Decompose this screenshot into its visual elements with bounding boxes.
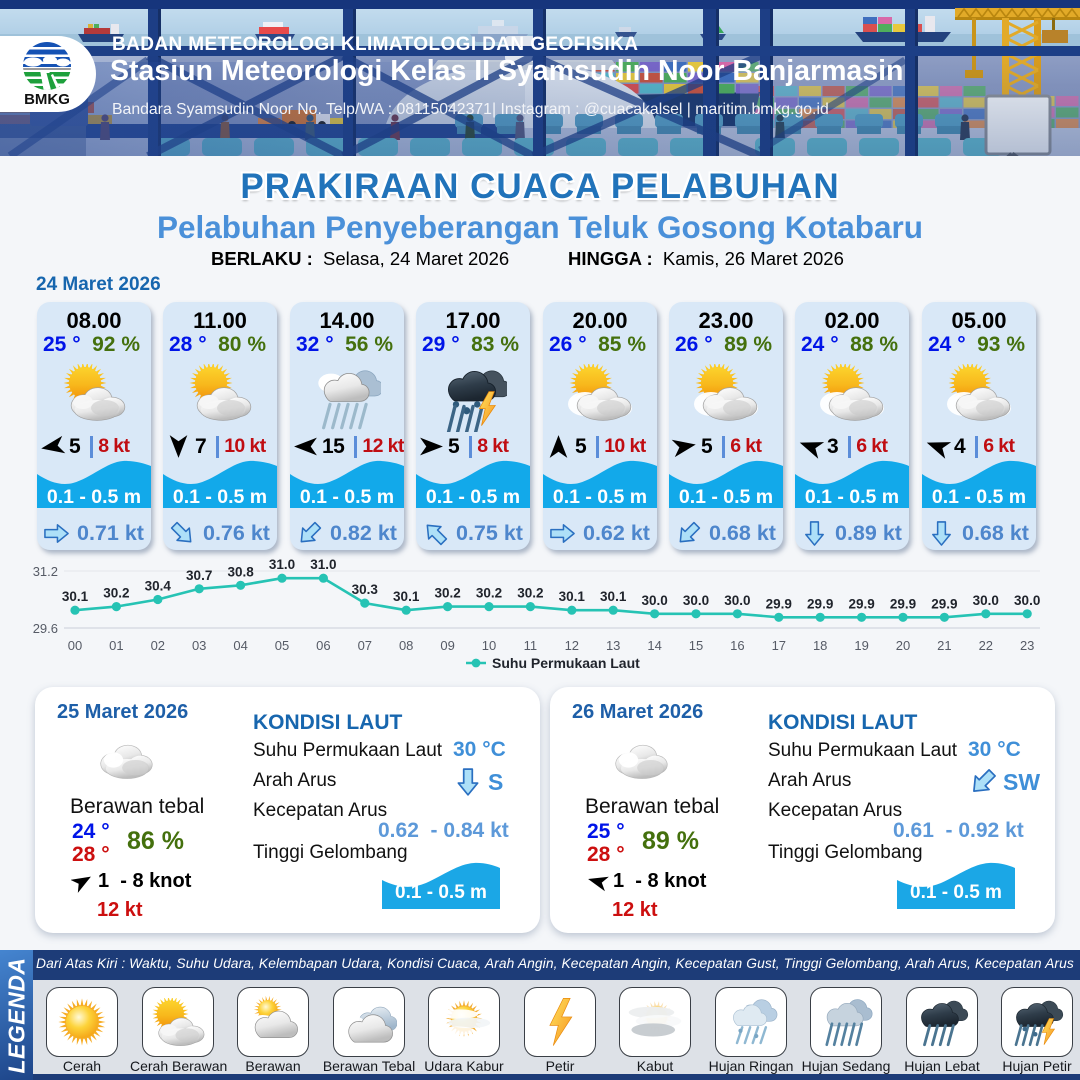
svg-text:00: 00	[68, 638, 82, 653]
svg-text:30.1: 30.1	[600, 589, 627, 604]
svg-text:30.0: 30.0	[973, 593, 999, 608]
svg-text:31.2: 31.2	[33, 564, 58, 579]
svg-text:14: 14	[647, 638, 661, 653]
svg-text:02: 02	[151, 638, 165, 653]
svg-text:29.6: 29.6	[33, 621, 58, 636]
svg-text:30.2: 30.2	[434, 586, 460, 601]
svg-text:30.1: 30.1	[393, 589, 420, 604]
svg-text:30.2: 30.2	[517, 586, 543, 601]
svg-text:22: 22	[979, 638, 993, 653]
svg-text:01: 01	[109, 638, 123, 653]
svg-text:30.2: 30.2	[103, 586, 129, 601]
svg-text:11: 11	[524, 638, 538, 653]
svg-text:04: 04	[233, 638, 247, 653]
svg-text:06: 06	[316, 638, 330, 653]
svg-text:21: 21	[937, 638, 951, 653]
svg-text:30.1: 30.1	[62, 589, 89, 604]
svg-text:09: 09	[440, 638, 454, 653]
svg-text:30.3: 30.3	[352, 582, 379, 597]
svg-text:23: 23	[1020, 638, 1034, 653]
svg-text:30.0: 30.0	[724, 593, 750, 608]
svg-text:29.9: 29.9	[807, 596, 833, 611]
svg-text:18: 18	[813, 638, 827, 653]
svg-text:20: 20	[896, 638, 910, 653]
svg-text:29.9: 29.9	[766, 596, 792, 611]
svg-text:05: 05	[275, 638, 289, 653]
svg-text:30.7: 30.7	[186, 568, 212, 583]
svg-text:30.8: 30.8	[227, 564, 254, 579]
svg-text:30.0: 30.0	[683, 593, 709, 608]
svg-text:12: 12	[565, 638, 579, 653]
svg-text:13: 13	[606, 638, 620, 653]
svg-text:30.4: 30.4	[145, 579, 172, 594]
svg-text:08: 08	[399, 638, 413, 653]
svg-text:30.0: 30.0	[1014, 593, 1040, 608]
svg-text:19: 19	[854, 638, 868, 653]
svg-text:30.0: 30.0	[641, 593, 667, 608]
svg-text:31.0: 31.0	[269, 557, 295, 572]
svg-text:29.9: 29.9	[848, 596, 874, 611]
svg-text:29.9: 29.9	[890, 596, 916, 611]
svg-text:07: 07	[358, 638, 372, 653]
svg-text:16: 16	[730, 638, 744, 653]
svg-text:30.1: 30.1	[559, 589, 586, 604]
svg-text:BMKG: BMKG	[24, 91, 70, 108]
svg-text:03: 03	[192, 638, 206, 653]
svg-text:30.2: 30.2	[476, 586, 502, 601]
svg-text:10: 10	[482, 638, 496, 653]
svg-text:15: 15	[689, 638, 703, 653]
svg-text:29.9: 29.9	[931, 596, 957, 611]
svg-text:Suhu Permukaan Laut: Suhu Permukaan Laut	[492, 655, 640, 671]
svg-text:31.0: 31.0	[310, 557, 336, 572]
svg-text:17: 17	[772, 638, 786, 653]
